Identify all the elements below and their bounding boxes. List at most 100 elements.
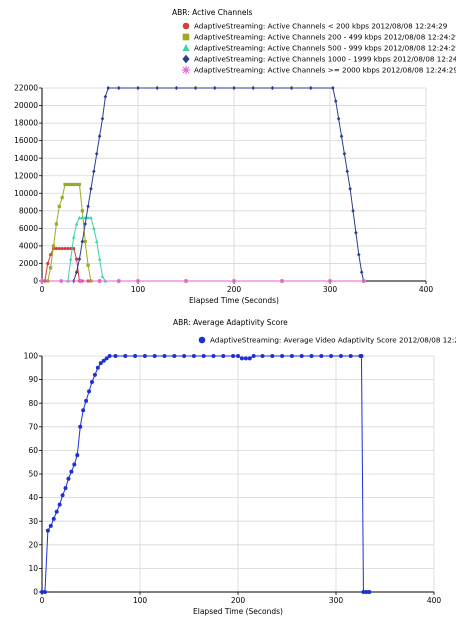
y-tick-label: 0: [33, 588, 38, 597]
data-point: [123, 354, 128, 358]
y-tick-label: 10000: [14, 189, 38, 198]
data-point: [54, 509, 59, 514]
data-point: [351, 208, 355, 213]
data-point: [63, 246, 67, 251]
data-point: [54, 246, 59, 251]
data-point: [89, 215, 93, 220]
data-point: [103, 94, 108, 99]
data-point: [239, 356, 244, 361]
chart-1: ABR: Active Channels AdaptiveStreaming: A…: [14, 8, 456, 305]
data-point: [231, 354, 236, 358]
x-tick-label: 300: [323, 285, 338, 294]
data-point: [83, 221, 87, 227]
y-tick-label: 6000: [19, 224, 38, 233]
y-tick-label: 30: [28, 517, 38, 526]
data-point: [280, 354, 285, 358]
data-point: [289, 354, 294, 358]
data-point: [57, 204, 61, 209]
y-tick-label: 10: [28, 564, 38, 573]
x-tick-label: 100: [131, 285, 146, 294]
y-tick-label: 22000: [14, 84, 38, 93]
data-point: [191, 354, 196, 358]
data-point: [51, 516, 56, 521]
x-tick-label: 0: [40, 596, 45, 605]
y-tick-label: 8000: [19, 206, 38, 215]
legend-marker: [181, 65, 191, 75]
data-point: [78, 424, 83, 429]
data-point: [231, 278, 237, 284]
data-point: [45, 528, 50, 533]
data-point: [75, 453, 80, 458]
series-line: [42, 87, 365, 282]
y-tick-label: 2000: [19, 259, 38, 268]
y-tick-label: 20000: [14, 101, 38, 110]
data-point: [152, 354, 157, 358]
data-point: [80, 215, 85, 220]
data-point: [345, 169, 350, 174]
data-point: [63, 486, 68, 491]
data-point: [270, 354, 275, 358]
y-tick-label: 4000: [19, 242, 38, 251]
data-point: [49, 253, 53, 257]
data-point: [359, 270, 364, 275]
data-point: [80, 209, 84, 213]
data-point: [49, 266, 53, 270]
chart-2: ABR: Average Adaptivity Score AdaptiveStr…: [24, 318, 456, 616]
data-point: [107, 354, 112, 358]
data-point: [309, 354, 314, 358]
data-point: [319, 354, 324, 358]
data-point: [92, 226, 96, 230]
data-point: [95, 365, 100, 370]
data-point: [92, 169, 96, 174]
chart-title: ABR: Average Adaptivity Score: [173, 318, 288, 327]
legend-label: AdaptiveStreaming: Active Channels 500 -…: [194, 44, 456, 53]
y-tick-label: 0: [33, 277, 38, 286]
series-line: [42, 217, 364, 282]
x-axis-label: Elapsed Time (Seconds): [189, 296, 279, 305]
y-tick-label: 40: [28, 493, 38, 502]
data-point: [236, 354, 240, 358]
data-point: [66, 476, 71, 481]
data-point: [48, 523, 53, 528]
legend-label: AdaptiveStreaming: Average Video Adaptiv…: [210, 336, 456, 345]
data-point: [87, 389, 92, 394]
data-point: [367, 590, 372, 594]
data-point: [97, 257, 102, 261]
series-1: [40, 354, 372, 594]
data-point: [342, 151, 347, 156]
data-point: [251, 85, 255, 91]
data-point: [89, 186, 93, 191]
data-point: [40, 590, 44, 594]
data-point: [155, 85, 159, 91]
data-point: [243, 356, 248, 361]
data-point: [97, 278, 102, 284]
data-point: [60, 493, 65, 498]
data-point: [60, 246, 64, 251]
data-point: [51, 244, 56, 248]
data-point: [247, 356, 252, 361]
data-point: [289, 85, 294, 91]
y-tick-label: 18000: [14, 119, 38, 128]
x-tick-label: 200: [227, 285, 242, 294]
data-point: [66, 246, 70, 251]
data-point: [309, 85, 313, 91]
data-point: [201, 354, 206, 358]
data-point: [100, 116, 105, 121]
data-point: [104, 356, 109, 361]
y-tick-label: 12000: [14, 171, 38, 180]
data-point: [69, 469, 74, 474]
x-tick-label: 300: [329, 596, 344, 605]
x-tick-label: 100: [133, 596, 148, 605]
data-point: [97, 134, 102, 139]
legend-marker: [182, 44, 190, 51]
data-point: [42, 590, 47, 594]
data-point: [63, 182, 67, 187]
data-point: [77, 256, 82, 262]
data-point: [172, 354, 177, 358]
data-point: [72, 246, 76, 251]
data-point: [39, 278, 45, 284]
data-point: [334, 99, 338, 104]
x-tick-label: 400: [419, 285, 434, 294]
data-point: [57, 502, 62, 507]
data-point: [213, 85, 217, 91]
